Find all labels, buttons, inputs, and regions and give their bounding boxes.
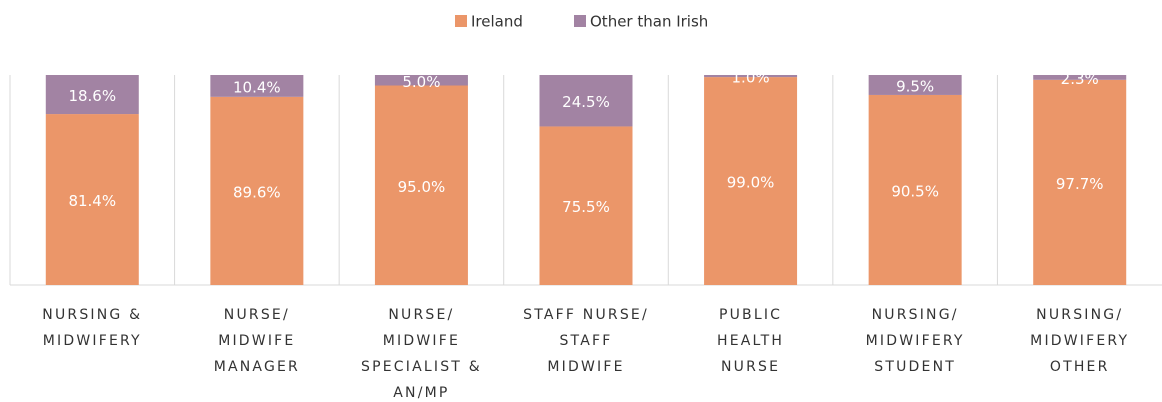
bar-segment (45, 75, 139, 115)
bar-segment (704, 77, 798, 285)
value-label: 10.4% (233, 78, 281, 96)
value-label: 1.0% (732, 69, 770, 87)
value-label: 99.0% (727, 174, 775, 192)
value-label: 81.4% (68, 192, 116, 210)
bar-segment (210, 75, 304, 97)
bar-segment (374, 85, 468, 285)
value-label: 75.5% (562, 198, 610, 216)
x-tick-label: NURSING/ MIDWIFERY STUDENT (865, 307, 965, 375)
bar-segment (374, 75, 468, 86)
value-label: 89.6% (233, 183, 281, 201)
bar-segment (704, 75, 798, 78)
x-tick-label: NURSE/ MIDWIFE SPECIALIST & AN/MP (361, 307, 482, 401)
value-label: 95.0% (398, 178, 446, 196)
legend-swatch (455, 15, 467, 27)
value-label: 2.3% (1061, 70, 1099, 88)
bar-segment (1033, 79, 1127, 285)
bar-segment (539, 126, 633, 285)
x-tick-label: NURSE/ MIDWIFE MANAGER (213, 307, 300, 375)
bar-segment (868, 94, 962, 285)
value-label: 18.6% (68, 87, 116, 105)
bar-segment (210, 96, 304, 285)
legend-label: Other than Irish (590, 13, 708, 31)
x-tick-label: NURSING & MIDWIFERY (42, 307, 143, 349)
value-label: 90.5% (891, 182, 939, 200)
value-label: 97.7% (1056, 175, 1104, 193)
legend-swatch (574, 15, 586, 27)
x-tick-label: STAFF NURSE/ STAFF MIDWIFE (523, 307, 649, 375)
x-tick-label: NURSING/ MIDWIFERY OTHER (1030, 307, 1130, 375)
bar-segment (1033, 75, 1127, 80)
value-label: 24.5% (562, 93, 610, 111)
bar-segment (539, 75, 633, 127)
legend-label: Ireland (471, 13, 523, 31)
bar-segment (868, 75, 962, 95)
value-label: 5.0% (402, 73, 440, 91)
value-label: 9.5% (896, 77, 934, 95)
x-tick-label: PUBLIC HEALTH NURSE (717, 307, 785, 375)
bar-segment (45, 114, 139, 285)
